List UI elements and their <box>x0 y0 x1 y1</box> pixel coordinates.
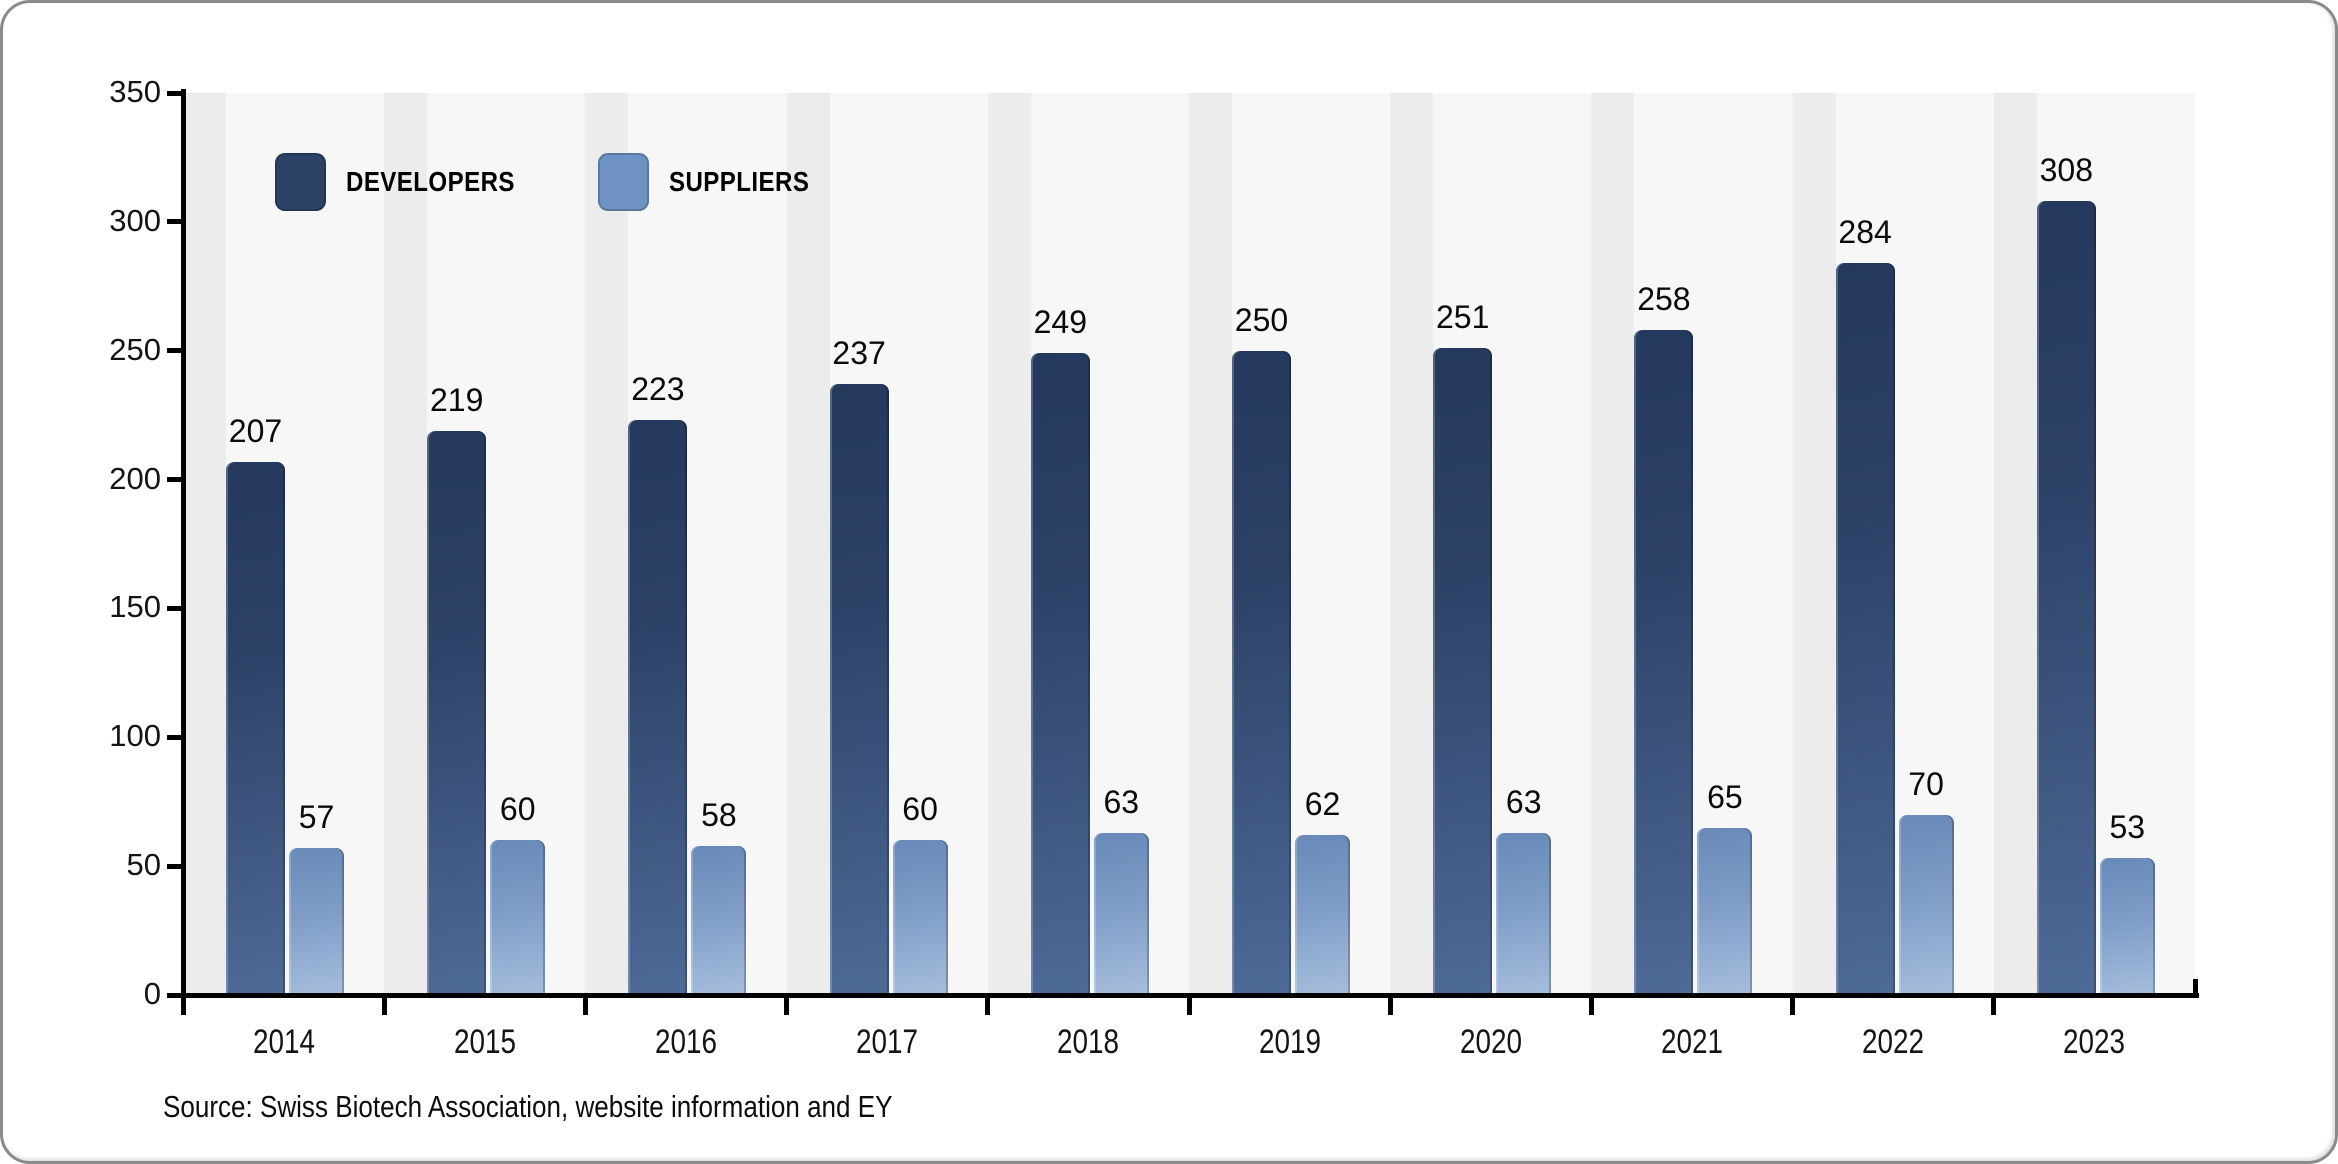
source-note: Source: Swiss Biotech Association, websi… <box>163 1089 893 1124</box>
bar-developers-2018 <box>1030 353 1090 995</box>
value-label-suppliers-2015: 60 <box>499 791 536 828</box>
plot-band-gap <box>183 93 226 995</box>
bar-developers-2023 <box>2036 201 2096 995</box>
legend-label-suppliers: SUPPLIERS <box>669 166 810 197</box>
x-category-label-2019: 2019 <box>1258 1023 1321 1061</box>
x-category-label-2017: 2017 <box>856 1023 919 1061</box>
bar-developers-2015 <box>427 430 487 995</box>
x-boundary-tick <box>1387 998 1393 1015</box>
plot-band-gap <box>384 93 428 995</box>
legend: DEVELOPERS SUPPLIERS <box>275 153 833 211</box>
bar-suppliers-2020 <box>1496 832 1552 995</box>
x-category-label-2014: 2014 <box>252 1023 315 1061</box>
y-tick-label-250: 250 <box>109 331 161 367</box>
y-tick-label-150: 150 <box>109 589 161 625</box>
y-tick-350 <box>167 90 183 96</box>
value-label-developers-2017: 237 <box>832 335 886 372</box>
y-tick-300 <box>167 219 183 225</box>
value-label-suppliers-2017: 60 <box>902 791 938 828</box>
value-label-developers-2016: 223 <box>631 371 685 408</box>
y-tick-label-0: 0 <box>143 976 161 1011</box>
bar-developers-2014 <box>226 461 285 995</box>
bar-suppliers-2016 <box>691 845 747 995</box>
x-boundary-tick <box>1186 998 1192 1015</box>
plot-band-gap <box>1792 93 1836 995</box>
plot-band-gap <box>1993 93 2037 995</box>
value-label-developers-2015: 219 <box>429 381 484 418</box>
y-tick-label-100: 100 <box>109 718 161 754</box>
y-tick-label-350: 350 <box>109 74 161 109</box>
value-label-suppliers-2023: 53 <box>2109 809 2146 846</box>
x-boundary-tick <box>1790 998 1796 1015</box>
y-tick-150 <box>167 605 183 611</box>
bar-developers-2020 <box>1433 348 1493 995</box>
bar-suppliers-2018 <box>1093 832 1149 995</box>
value-label-suppliers-2014: 57 <box>298 799 335 836</box>
y-tick-label-50: 50 <box>126 847 161 883</box>
bar-developers-2017 <box>829 384 889 995</box>
legend-item-suppliers: SUPPLIERS <box>598 153 832 211</box>
legend-label-developers: DEVELOPERS <box>346 166 515 197</box>
plot-band-gap <box>786 93 830 995</box>
y-tick-label-200: 200 <box>109 460 161 496</box>
value-label-developers-2018: 249 <box>1033 304 1087 341</box>
x-category-label-2023: 2023 <box>2063 1023 2126 1061</box>
value-label-suppliers-2020: 63 <box>1505 783 1542 820</box>
x-boundary-tick <box>985 998 991 1015</box>
value-label-developers-2021: 258 <box>1637 281 1691 318</box>
value-label-suppliers-2016: 58 <box>701 796 737 833</box>
bar-suppliers-2023 <box>2099 858 2155 995</box>
bar-suppliers-2021 <box>1697 827 1753 995</box>
value-label-suppliers-2018: 63 <box>1103 783 1140 820</box>
bar-developers-2016 <box>628 420 688 995</box>
x-boundary-tick <box>1991 998 1997 1015</box>
y-tick-label-300: 300 <box>109 202 161 238</box>
bar-suppliers-2014 <box>289 848 344 995</box>
bar-suppliers-2019 <box>1295 835 1350 995</box>
plot-band-gap <box>585 93 629 995</box>
x-boundary-tick <box>582 998 588 1015</box>
plot-band-gap <box>1390 93 1434 995</box>
value-label-suppliers-2021: 65 <box>1707 778 1743 815</box>
y-tick-250 <box>167 348 183 354</box>
y-tick-50 <box>167 863 183 869</box>
y-tick-0 <box>167 992 183 998</box>
bar-developers-2021 <box>1634 330 1694 995</box>
x-category-label-2021: 2021 <box>1660 1023 1724 1061</box>
bar-developers-2022 <box>1835 263 1895 995</box>
x-category-label-2015: 2015 <box>453 1023 516 1061</box>
x-boundary-tick <box>784 998 790 1015</box>
y-tick-100 <box>167 734 183 740</box>
legend-swatch-suppliers <box>598 153 650 211</box>
x-category-label-2018: 2018 <box>1057 1023 1120 1061</box>
bar-suppliers-2015 <box>490 840 546 995</box>
x-axis-end-tick <box>2193 979 2198 993</box>
x-axis-line <box>179 993 2199 998</box>
plot-area: 207 57 219 60 223 58 237 60 249 63 250 62 251 63 258 65… <box>183 93 2195 995</box>
bar-suppliers-2022 <box>1898 814 1954 995</box>
x-category-label-2020: 2020 <box>1459 1023 1522 1061</box>
plot-band-gap <box>987 93 1031 995</box>
legend-item-developers: DEVELOPERS <box>275 153 542 211</box>
plot-band-gap <box>1189 93 1232 995</box>
bar-developers-2019 <box>1232 350 1291 995</box>
x-category-label-2022: 2022 <box>1862 1023 1925 1061</box>
y-axis-line <box>181 89 186 1015</box>
x-category-label-2016: 2016 <box>654 1023 718 1061</box>
value-label-developers-2022: 284 <box>1838 214 1892 251</box>
value-label-developers-2023: 308 <box>2039 152 2093 189</box>
bar-suppliers-2017 <box>892 840 948 995</box>
value-label-developers-2020: 251 <box>1435 299 1490 336</box>
value-label-developers-2019: 250 <box>1234 301 1289 338</box>
value-label-suppliers-2022: 70 <box>1908 765 1944 802</box>
value-label-developers-2014: 207 <box>228 412 283 449</box>
x-boundary-tick <box>1588 998 1594 1015</box>
legend-swatch-developers <box>275 153 326 211</box>
y-tick-200 <box>167 477 183 483</box>
value-label-suppliers-2019: 62 <box>1304 786 1341 823</box>
x-boundary-tick <box>381 998 387 1015</box>
plot-band-gap <box>1591 93 1635 995</box>
